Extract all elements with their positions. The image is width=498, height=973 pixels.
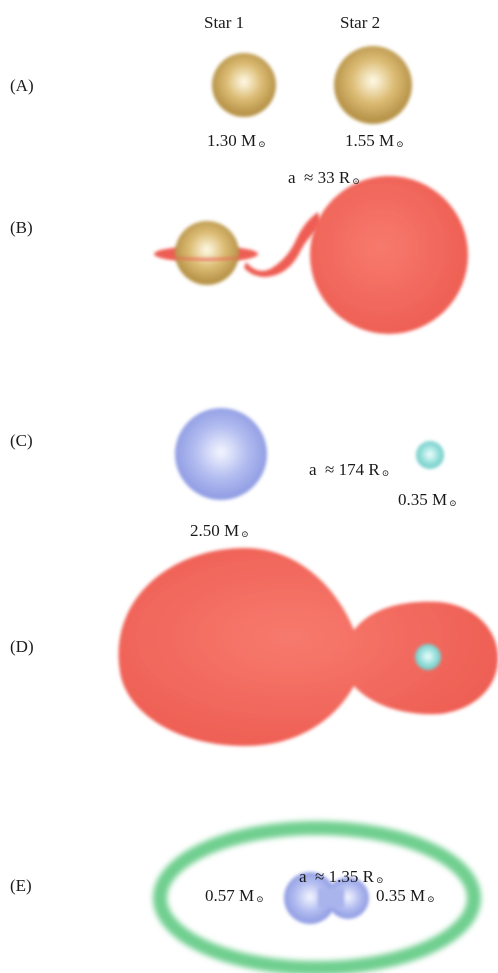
panel-e-bridge [318,888,344,908]
panel-label-a: (A) [10,76,34,95]
star2-header: Star 2 [340,13,381,32]
panel-e-circumbinary-disk [153,821,481,973]
panel-b-accretion-disk-front [156,255,258,261]
panel-label-b: (B) [10,218,33,237]
panel-c-separation: a ≈ 174 R ⊙ [309,460,390,479]
panel-c-compact-star [416,441,444,469]
solar-symbol: ⊙ [375,875,384,885]
panel-e-separation: a ≈ 1.35 R ⊙ [299,867,384,886]
solar-symbol: ⊙ [427,894,435,904]
panel-a-star1-mass: 1.30 M ⊙ [207,131,266,150]
panel-label-c: (C) [10,431,33,450]
star1-header: Star 1 [204,13,245,32]
panel-a-separation: a ≈ 33 R ⊙ [288,168,360,187]
solar-symbol: ⊙ [449,498,457,508]
panel-c-star2-mass: 0.35 M ⊙ [398,490,457,509]
solar-symbol: ⊙ [381,468,390,478]
panel-e-star1-mass: 0.57 M ⊙ [205,886,264,905]
panel-label-e: (E) [10,876,32,895]
panel-e-primary [284,872,336,924]
panel-c-massive-star [175,408,267,500]
panel-b-donor-giant [310,176,468,334]
panel-d-embedded-companion [415,644,441,670]
solar-symbol: ⊙ [256,894,264,904]
panel-b-accretor-star [175,221,239,285]
panel-e-star2-mass: 0.35 M ⊙ [376,886,435,905]
panel-a-star2-mass: 1.55 M ⊙ [345,131,404,150]
panel-c-star1-mass: 2.50 M ⊙ [190,521,249,540]
panel-d-common-envelope [118,548,498,746]
panel-a-star2 [334,46,412,124]
panel-label-d: (D) [10,637,34,656]
panel-b-mass-transfer-stream [244,212,322,277]
solar-symbol: ⊙ [241,529,249,539]
panel-e-secondary [327,877,369,919]
panel-a-star1 [212,53,276,117]
solar-symbol: ⊙ [396,139,404,149]
solar-symbol: ⊙ [258,139,266,149]
solar-symbol: ⊙ [352,176,360,186]
